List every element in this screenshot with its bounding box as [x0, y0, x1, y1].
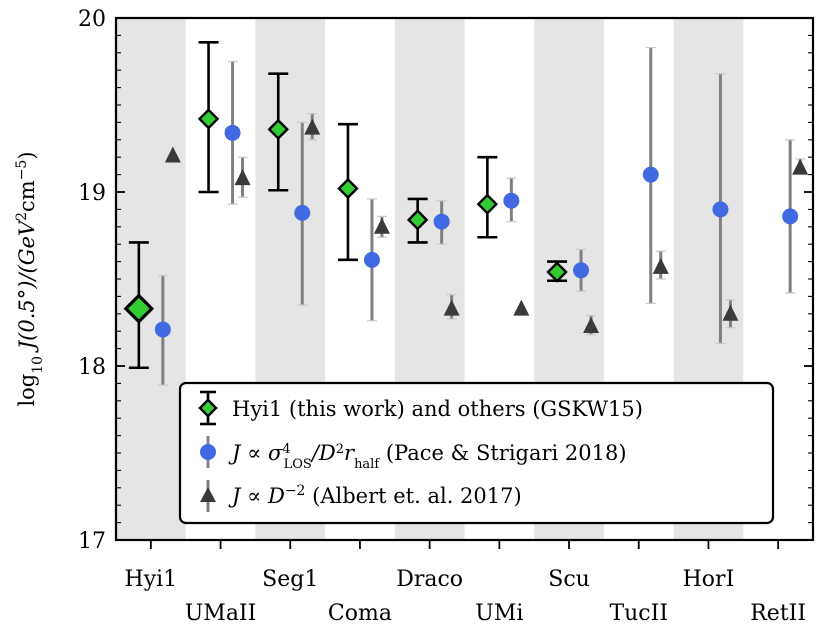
point-circle-retii [782, 139, 799, 294]
marker-circle [224, 124, 241, 141]
legend: Hyi1 (this work) and others (GSKW15) J ∝… [178, 381, 775, 525]
point-circle-coma [363, 198, 380, 322]
legend-marker-diamond [198, 390, 218, 426]
legend-marker-triangle [200, 480, 216, 512]
point-circle-seg1 [294, 121, 311, 306]
point-circle-draco [433, 200, 450, 245]
point-diamond-umaii [197, 41, 220, 194]
marker-circle [433, 213, 450, 230]
x-tick-label-tucii: TucII [609, 601, 668, 626]
marker-triangle [164, 146, 181, 163]
point-triangle-retii [792, 158, 809, 175]
marker-diamond [476, 193, 499, 215]
point-triangle-umaii [234, 156, 251, 198]
y-tick-label: 18 [78, 355, 106, 380]
legend-label-albert: J ∝ D−2 (Albert et. al. 2017) [228, 483, 522, 508]
legend-box [178, 381, 775, 525]
point-circle-umi [503, 177, 520, 223]
point-triangle-seg1 [304, 113, 321, 141]
x-tick-label-scu: Scu [548, 567, 590, 592]
x-tick-label-seg1: Seg1 [262, 567, 318, 592]
marker-diamond [337, 177, 359, 200]
x-tick-label-coma: Coma [328, 601, 392, 626]
marker-triangle [234, 169, 251, 186]
band-hyi1 [116, 18, 186, 540]
legend-label-pace-strigari: J ∝ σ4 LOS/D2rhalf (Pace & Strigari 2018) [228, 441, 627, 472]
marker-triangle [304, 118, 321, 135]
marker-diamond [406, 209, 429, 231]
point-triangle-tucii [652, 250, 669, 280]
legend-marker-circle [200, 436, 216, 468]
x-tick-label-hyi1: Hyi1 [125, 567, 178, 592]
point-circle-umaii [224, 60, 241, 205]
y-tick-label: 19 [78, 181, 106, 206]
marker-triangle [513, 299, 530, 316]
marker-circle [294, 204, 311, 221]
marker-triangle [652, 257, 669, 274]
y-tick-label: 17 [78, 529, 106, 554]
x-tick-label-retii: RetII [750, 601, 806, 626]
marker-diamond [197, 108, 220, 130]
data-points [123, 41, 809, 386]
marker-circle [363, 251, 380, 268]
marker-diamond [546, 261, 568, 283]
marker-circle [154, 321, 171, 338]
marker-triangle [722, 304, 739, 321]
marker-triangle [583, 316, 600, 333]
point-triangle-hori [722, 299, 739, 329]
y-axis-label: log10 J(0.5°)/(GeV2cm−5) [14, 151, 46, 406]
point-diamond-scu [546, 260, 568, 283]
marker-circle [782, 208, 799, 225]
x-tick-label-umaii: UMaII [185, 601, 257, 626]
marker-circle [712, 201, 729, 218]
point-diamond-draco [406, 197, 429, 244]
point-circle-tucii [642, 46, 659, 304]
marker-circle [642, 166, 659, 183]
point-triangle-coma [373, 215, 390, 238]
marker-circle [573, 262, 590, 279]
marker-triangle [373, 217, 390, 234]
point-diamond-coma [337, 122, 359, 262]
x-tick-label-umi: UMi [475, 601, 523, 626]
marker-diamond [123, 293, 155, 324]
marker-circle [503, 192, 520, 209]
point-triangle-hyi1 [164, 146, 181, 163]
x-tick-label-hori: HorI [683, 567, 735, 592]
point-diamond-umi [476, 155, 499, 239]
point-triangle-draco [443, 294, 460, 320]
point-circle-hyi1 [154, 274, 171, 386]
point-triangle-umi [513, 299, 530, 316]
legend-label-gskw15: Hyi1 (this work) and others (GSKW15) [232, 397, 643, 421]
marker-diamond [267, 118, 289, 141]
x-tick-label-draco: Draco [396, 567, 463, 592]
point-circle-hori [712, 73, 729, 344]
marker-triangle [443, 299, 460, 316]
marker-triangle [792, 158, 809, 175]
point-diamond-seg1 [267, 72, 289, 192]
point-circle-scu [573, 248, 590, 292]
point-triangle-scu [583, 314, 600, 336]
point-diamond-hyi1 [123, 241, 155, 370]
y-tick-label: 20 [78, 7, 106, 32]
